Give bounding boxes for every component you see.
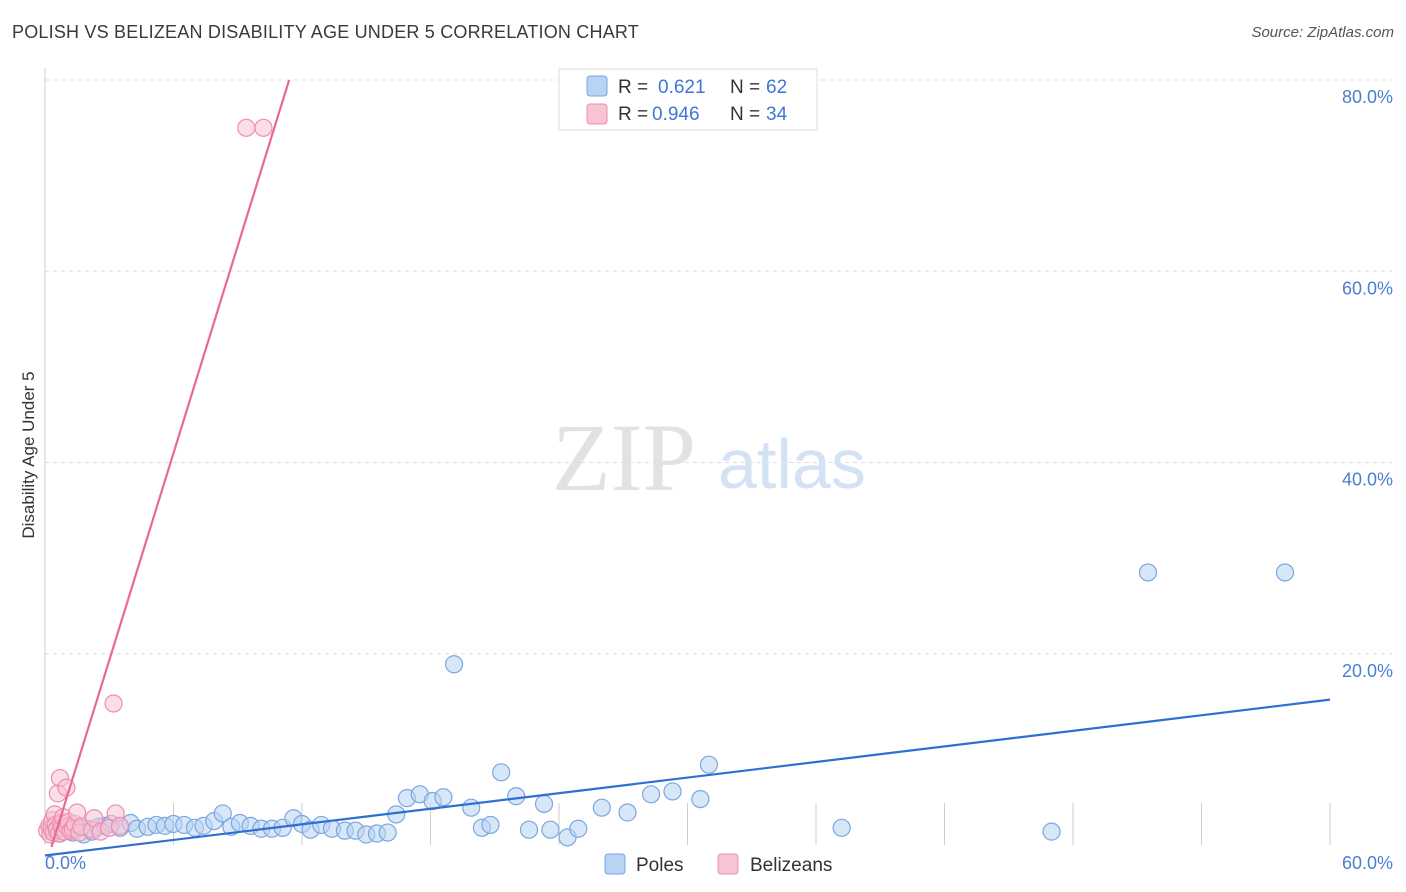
chart-title: POLISH VS BELIZEAN DISABILITY AGE UNDER … [12, 22, 639, 42]
bottom-legend-swatch-belizeans [717, 853, 739, 875]
poles-point [519, 820, 539, 839]
trend-lines [44, 79, 1331, 857]
poles-point [492, 763, 511, 782]
watermark-zip: ZIP [552, 404, 696, 511]
poles-point [481, 815, 500, 835]
y-tick-label: 20.0% [1342, 661, 1393, 681]
grid-lines [45, 79, 1392, 655]
poles-point [663, 782, 682, 801]
poles-point [1275, 563, 1295, 582]
belizeans-trend-line [50, 79, 291, 848]
y-tick-label: 80.0% [1342, 87, 1393, 107]
legend-swatch-poles [586, 75, 608, 97]
series-belizeans [38, 118, 273, 844]
bottom-legend-label-belizeans: Belizeans [750, 855, 832, 876]
legend-r-value-poles: 0.621 [658, 77, 706, 98]
poles-point [569, 819, 588, 838]
poles-point [534, 794, 554, 813]
poles-point [832, 818, 851, 837]
belizeans-point [110, 816, 130, 835]
legend-swatch-belizeans [586, 103, 608, 125]
legend-n-value-poles: 62 [766, 77, 787, 98]
y-axis-label: Disability Age Under 5 [19, 371, 38, 538]
series-poles [42, 563, 1295, 847]
poles-point [1042, 822, 1061, 841]
axes [44, 68, 1331, 845]
belizeans-point [254, 118, 273, 137]
chart-source: Source: ZipAtlas.com [1251, 24, 1394, 41]
poles-point [641, 785, 661, 804]
watermark: ZIP atlas [552, 404, 866, 511]
poles-point [213, 804, 232, 823]
watermark-atlas: atlas [718, 425, 866, 503]
bottom-legend-swatch-poles [604, 853, 626, 875]
poles-point [541, 820, 560, 839]
poles-point [378, 823, 397, 842]
legend-r-label: R = [618, 104, 648, 125]
y-tick-label: 60.0% [1342, 278, 1393, 298]
poles-point [592, 798, 611, 817]
legend-r-label: R = [618, 77, 648, 98]
legend-box: R = 0.621 N = 62 R = 0.946 N = 34 [558, 68, 818, 131]
legend-n-label: N = [730, 77, 760, 98]
bottom-legend: Poles Belizeans [604, 853, 832, 876]
poles-point [691, 789, 710, 809]
belizeans-point [237, 118, 256, 137]
legend-n-label: N = [730, 104, 760, 125]
poles-point [699, 755, 719, 774]
x-tick-labels: 0.0% 60.0% [45, 853, 1393, 873]
poles-point [444, 655, 464, 674]
x-tick-label: 0.0% [45, 853, 86, 873]
y-tick-labels: 20.0% 40.0% 60.0% 80.0% [1342, 87, 1393, 681]
bottom-legend-label-poles: Poles [636, 855, 684, 876]
poles-point [618, 803, 637, 822]
legend-r-value-belizeans: 0.946 [652, 104, 700, 125]
poles-point [507, 787, 526, 806]
y-tick-label: 40.0% [1342, 470, 1393, 490]
legend-n-value-belizeans: 34 [766, 104, 788, 125]
poles-trend-line [44, 698, 1331, 857]
belizeans-point [104, 694, 123, 713]
poles-point [462, 798, 481, 817]
poles-point [434, 788, 453, 807]
x-tick-label: 60.0% [1342, 853, 1393, 873]
poles-point [1138, 563, 1158, 582]
